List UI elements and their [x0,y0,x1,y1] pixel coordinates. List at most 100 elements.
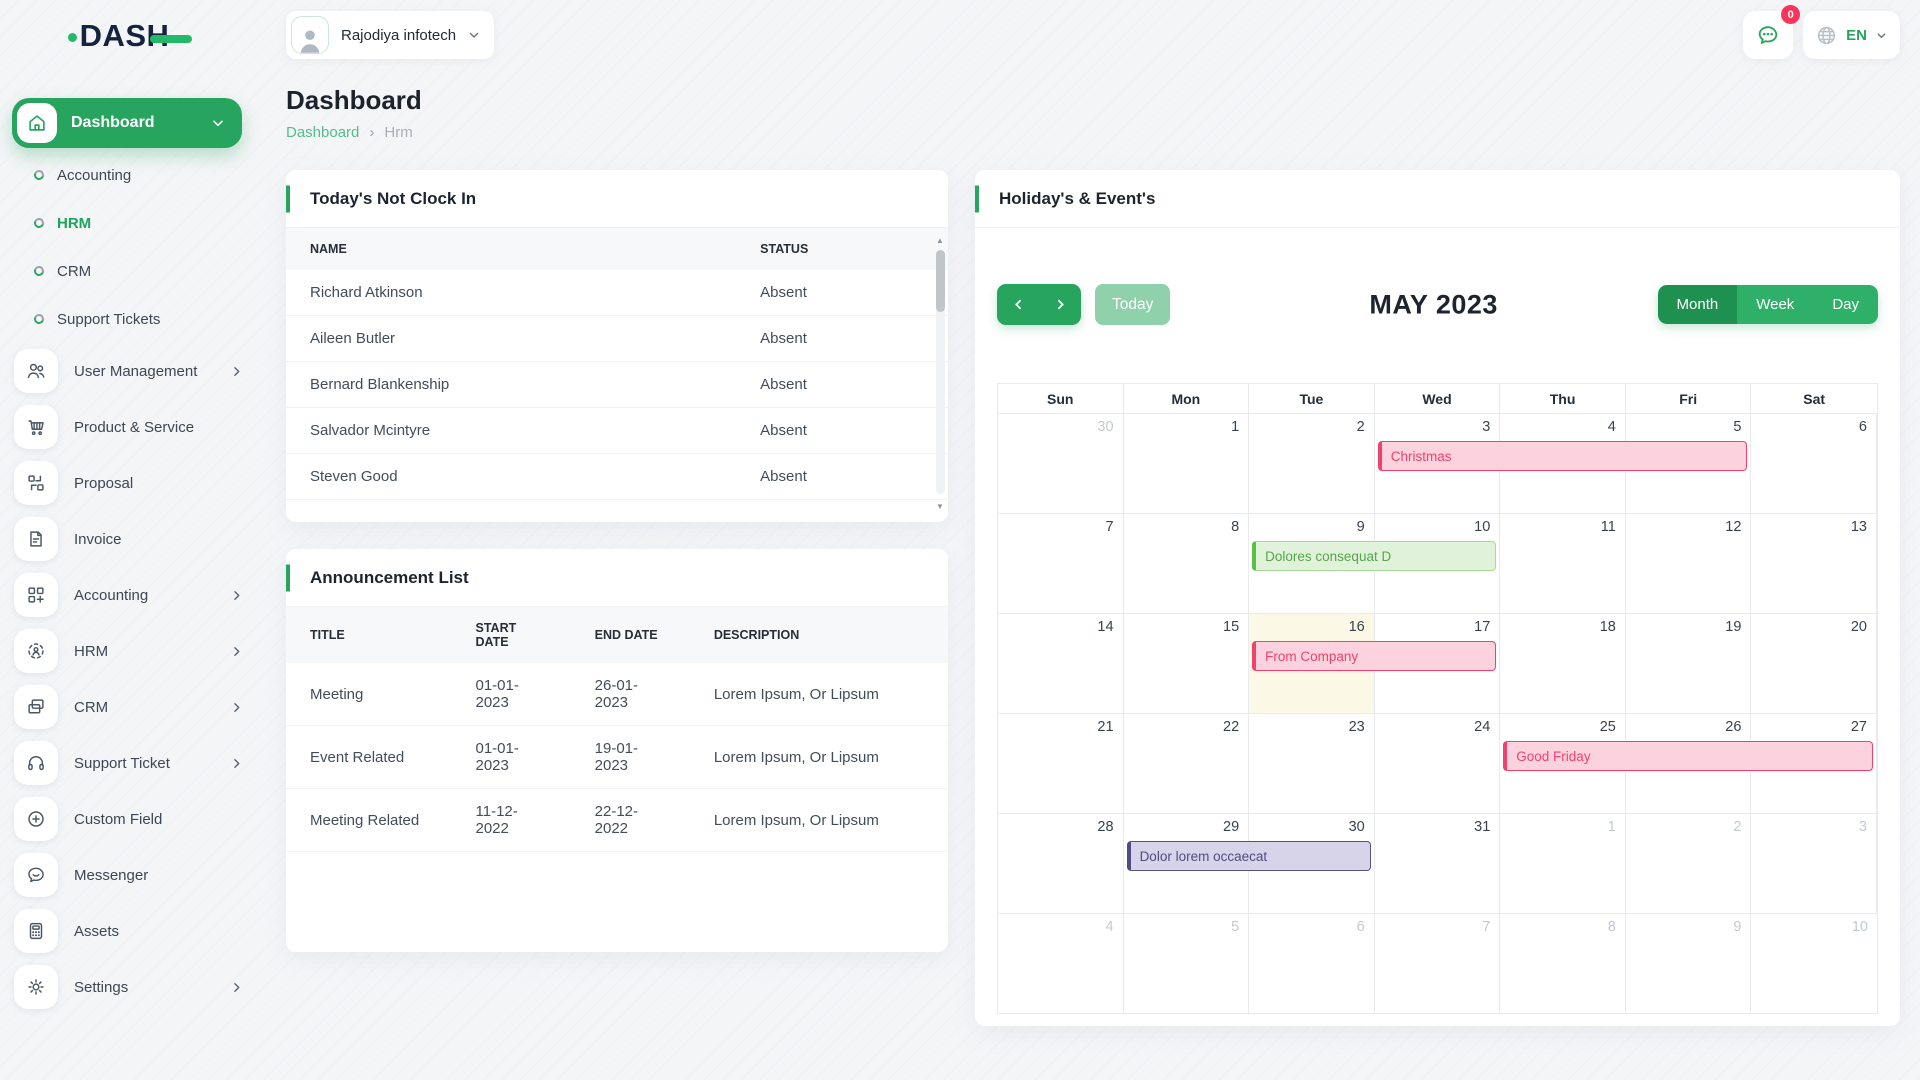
calendar-day[interactable]: 3 [1751,814,1877,913]
calendar-day[interactable]: 20 [1751,614,1877,713]
view-week-button[interactable]: Week [1737,285,1814,324]
sidebar-item-user-management[interactable]: User Management [14,349,244,393]
day-header: Thu [1500,384,1626,413]
sidebar-subitem-crm[interactable]: CRM [0,247,260,295]
sidebar-subitem-support-tickets[interactable]: Support Tickets [0,295,260,343]
company-dropdown[interactable]: Rajodiya infotech [286,11,495,59]
calendar-day[interactable]: 5 [1124,914,1250,1013]
clockin-table: NAME STATUS Richard Atkinson Absent Aileen B… [286,228,948,500]
calendar-week-row: 14 15 16 17 18 19 20 From Company [998,613,1877,713]
scrollbar-track[interactable] [935,250,945,494]
calendar-event[interactable]: Christmas [1377,441,1748,471]
sidebar-item-product-service[interactable]: Product & Service [14,405,244,449]
chevron-right-icon [229,364,244,379]
calendar-day[interactable]: 12 [1626,514,1752,613]
calendar-day[interactable]: 11 [1500,514,1626,613]
view-month-button[interactable]: Month [1657,285,1738,324]
sidebar-item-accounting[interactable]: Accounting [14,573,244,617]
avatar [291,16,329,54]
sidebar-item-hrm[interactable]: HRM [14,629,244,673]
sidebar-item-dashboard[interactable]: Dashboard [12,98,242,148]
scrollbar-thumb[interactable] [935,250,945,312]
sidebar-item-proposal[interactable]: Proposal [14,461,244,505]
calendar-day[interactable]: 6 [1249,914,1375,1013]
chevron-down-icon [210,115,226,131]
calendar-day[interactable]: 23 [1249,714,1375,813]
calendar-day[interactable]: 6 [1751,414,1877,513]
calendar-day[interactable]: 10 [1851,919,1868,935]
calendar-day[interactable]: 13 [1751,514,1877,613]
sidebar-item-invoice[interactable]: Invoice [14,517,244,561]
calendar-day[interactable]: 31 [1375,814,1501,913]
today-button[interactable]: Today [1095,284,1171,325]
calendar-day[interactable]: 7 [1375,914,1501,1013]
sidebar-item-settings[interactable]: Settings [14,965,244,1009]
sidebar-item-custom-field[interactable]: Custom Field [14,797,244,841]
language-selector[interactable]: EN [1803,11,1900,59]
announcement-table: TITLE START DATE END DATE DESCRIPTION Meetin… [286,607,948,852]
sidebar-subitem-accounting[interactable]: Accounting [0,151,260,199]
calendar-event[interactable]: Dolor lorem occaecat [1126,841,1371,871]
prev-month-button[interactable] [997,284,1039,325]
calendar-event[interactable]: Dolores consequat D [1252,541,1497,571]
calendar-toolbar: Today MAY 2023 Month Week Day [997,284,1878,325]
table-row: Meeting Related 11-12-2022 22-12-2022 Lorem… [286,788,948,852]
calendar-event[interactable]: Good Friday [1503,741,1873,771]
day-header: Mon [1124,384,1250,413]
calendar-day[interactable]: 14 [998,614,1124,713]
calendar-day[interactable]: 30 [998,414,1124,513]
calendar-day[interactable]: 7 [998,514,1124,613]
calendar-day[interactable]: 24 [1375,714,1501,813]
sidebar: DASH Dashboard Accounting HRM CRM Suppor… [0,0,260,1080]
scroll-down-icon[interactable] [936,496,944,514]
calendar-day[interactable]: 19 [1626,614,1752,713]
day-header: Fri [1626,384,1752,413]
calendar-day[interactable]: 8 [1500,914,1626,1013]
calendar-day[interactable]: 2 [1626,814,1752,913]
sidebar-subitem-hrm[interactable]: HRM [0,199,260,247]
calendar-day[interactable]: 1 [1500,814,1626,913]
sidebar-item-support-ticket[interactable]: Support Ticket [14,741,244,785]
calendar-day[interactable]: 5 [1626,414,1752,513]
calendar-day[interactable]: 17 [1375,614,1501,713]
app-logo[interactable]: DASH [0,14,260,58]
table-row: Richard Atkinson Absent [286,270,948,316]
sidebar-item-crm[interactable]: CRM [14,685,244,729]
calendar-nav-group [997,284,1081,325]
calendar-day[interactable]: 28 [998,814,1124,913]
column-header: DESCRIPTION [689,607,948,663]
calendar-day[interactable]: 18 [1500,614,1626,713]
calendar-day[interactable]: 1 [1124,414,1250,513]
next-month-button[interactable] [1039,284,1081,325]
calendar-day[interactable]: 30 [1249,814,1375,913]
calendar-week-row: 7 8 9 10 11 12 13 Dolores consequat D [998,513,1877,613]
table-row: Bernard Blankenship Absent [286,361,948,408]
calendar-day[interactable]: 27 [1751,714,1877,813]
scroll-up-icon[interactable] [936,230,944,248]
calendar-day[interactable]: 21 [998,714,1124,813]
right-column: Holiday's & Event's Today MAY 2023 Month… [975,170,1900,1026]
view-day-button[interactable]: Day [1813,285,1878,324]
day-header: Sat [1803,391,1826,407]
chat-bubble-icon [1758,26,1778,45]
table-scrollbar[interactable] [934,230,946,514]
calendar-day[interactable]: 15 [1124,614,1250,713]
clockin-card-title: Today's Not Clock In [286,170,948,228]
sidebar-item-assets[interactable]: Assets [14,909,244,953]
users-icon [14,349,58,393]
calendar-day[interactable]: 2 [1249,414,1375,513]
calendar-day[interactable]: 22 [1124,714,1250,813]
messages-button[interactable]: 0 [1743,5,1801,59]
calendar-event[interactable]: From Company [1252,641,1497,671]
calendar-day[interactable]: 8 [1124,514,1250,613]
breadcrumb-dashboard-link[interactable]: Dashboard [286,124,360,141]
clockin-table-wrap: NAME STATUS Richard Atkinson Absent Aileen B… [286,228,948,522]
sidebar-item-messenger[interactable]: Messenger [14,853,244,897]
calendar-day[interactable]: 10 [1375,514,1501,613]
chevron-right-icon [1057,299,1064,310]
calendar-day[interactable]: 4 [998,914,1124,1013]
calculator-icon [14,909,58,953]
column-header: NAME [286,228,737,270]
calendar-day[interactable]: 9 [1626,914,1752,1013]
hrm-icon [14,629,58,673]
